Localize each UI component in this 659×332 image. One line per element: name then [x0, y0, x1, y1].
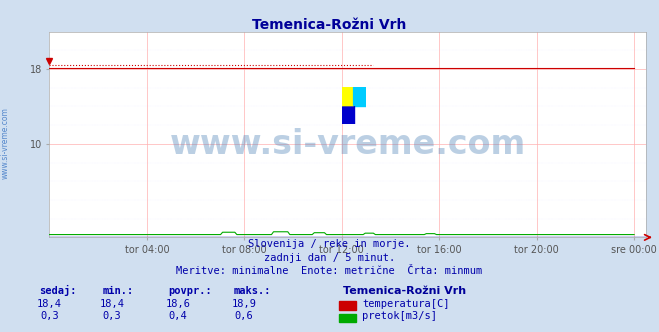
Polygon shape [341, 106, 354, 124]
Text: 18,4: 18,4 [37, 299, 62, 309]
Text: 0,3: 0,3 [40, 311, 59, 321]
Text: 0,3: 0,3 [103, 311, 121, 321]
Text: min.:: min.: [102, 286, 133, 296]
Text: Slovenija / reke in morje.: Slovenija / reke in morje. [248, 239, 411, 249]
Polygon shape [341, 87, 354, 106]
Text: 18,6: 18,6 [165, 299, 190, 309]
Text: www.si-vreme.com: www.si-vreme.com [1, 107, 10, 179]
Polygon shape [341, 87, 354, 106]
Polygon shape [341, 87, 354, 106]
Text: Temenica-Rožni Vrh: Temenica-Rožni Vrh [343, 286, 466, 296]
Polygon shape [354, 87, 366, 106]
Text: temperatura[C]: temperatura[C] [362, 299, 450, 309]
Text: pretok[m3/s]: pretok[m3/s] [362, 311, 438, 321]
Text: Meritve: minimalne  Enote: metrične  Črta: minmum: Meritve: minimalne Enote: metrične Črta:… [177, 266, 482, 276]
Text: www.si-vreme.com: www.si-vreme.com [169, 128, 526, 161]
Text: 0,6: 0,6 [235, 311, 253, 321]
Text: povpr.:: povpr.: [168, 286, 212, 296]
Text: 18,9: 18,9 [231, 299, 256, 309]
Text: Temenica-Rožni Vrh: Temenica-Rožni Vrh [252, 18, 407, 32]
Text: 0,4: 0,4 [169, 311, 187, 321]
Text: sedaj:: sedaj: [40, 285, 77, 296]
Text: zadnji dan / 5 minut.: zadnji dan / 5 minut. [264, 253, 395, 263]
Text: 18,4: 18,4 [100, 299, 125, 309]
Text: maks.:: maks.: [234, 286, 272, 296]
Polygon shape [354, 87, 366, 106]
